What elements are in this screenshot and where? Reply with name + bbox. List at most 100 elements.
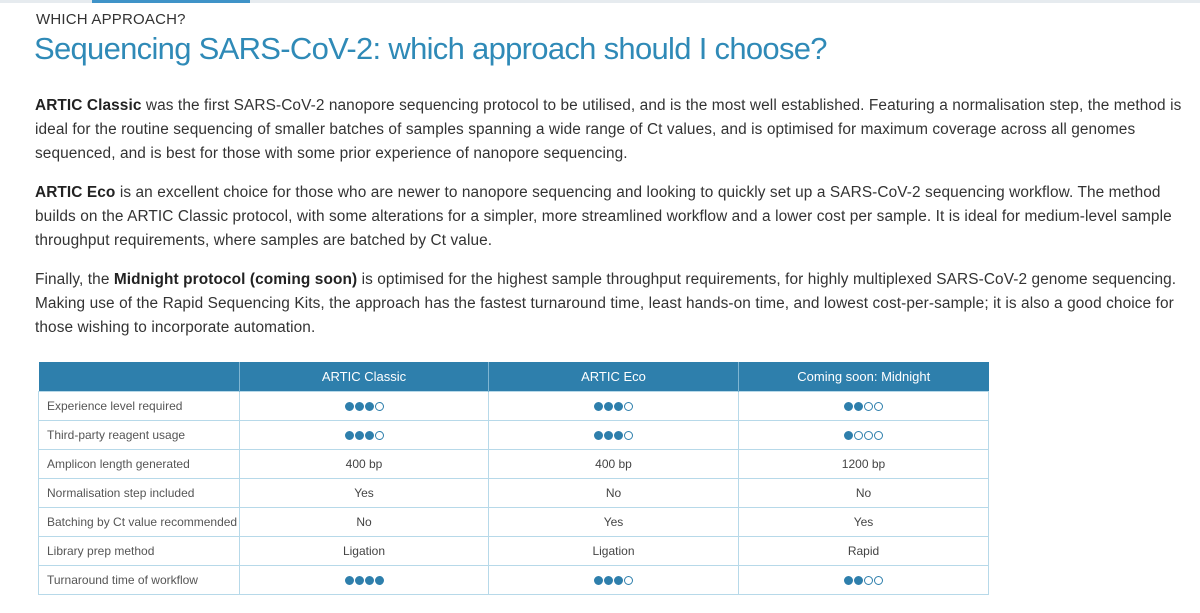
table-row: Experience level required [38,391,989,421]
value-cell: Rapid [738,536,989,566]
rating-dots [594,402,633,412]
rating-cell [488,420,739,450]
rating-dots [844,402,883,412]
filled-dot-icon [844,431,853,441]
paragraph-bold: ARTIC Eco [35,184,116,201]
row-label: Batching by Ct value recommended [38,507,240,537]
filled-dot-icon [354,431,364,441]
value-cell: Yes [488,507,739,537]
rating-dots [844,431,883,441]
rating-cell [239,420,489,450]
table-header-cell: ARTIC Eco [488,362,739,392]
filled-dot-icon [354,576,364,586]
empty-dot-icon [624,576,633,586]
filled-dot-icon [844,402,853,412]
filled-dot-icon [604,402,613,412]
filled-dot-icon [614,402,623,412]
rating-cell [239,565,489,595]
section-eyebrow: WHICH APPROACH? [36,11,186,28]
paragraph-artic-eco: ARTIC Eco is an excellent choice for tho… [35,181,1185,253]
rating-cell [488,565,739,595]
value-cell: 400 bp [488,449,739,479]
rating-cell [738,391,989,421]
paragraph-bold: ARTIC Classic [35,97,142,114]
rating-dots [594,576,633,586]
empty-dot-icon [864,402,873,412]
filled-dot-icon [854,576,863,586]
filled-dot-icon [614,576,623,586]
paragraph-artic-classic: ARTIC Classic was the first SARS-CoV-2 n… [35,94,1185,166]
empty-dot-icon [874,576,883,586]
filled-dot-icon [844,576,853,586]
empty-dot-icon [374,402,384,412]
empty-dot-icon [864,431,873,441]
filled-dot-icon [344,576,354,586]
empty-dot-icon [874,402,883,412]
value-cell: No [738,478,989,508]
filled-dot-icon [594,402,603,412]
filled-dot-icon [594,576,603,586]
paragraph-prefix: Finally, the [35,271,114,288]
comparison-table: ARTIC Classic ARTIC Eco Coming soon: Mid… [38,362,989,595]
row-label: Normalisation step included [38,478,240,508]
value-cell: Yes [239,478,489,508]
table-row: Normalisation step included Yes No No [38,478,989,508]
rating-dots [594,431,633,441]
active-tab-indicator [92,0,250,3]
rating-dots [344,431,384,441]
paragraph-midnight: Finally, the Midnight protocol (coming s… [35,268,1185,340]
filled-dot-icon [364,402,374,412]
row-label: Experience level required [38,391,240,421]
value-cell: Ligation [488,536,739,566]
row-label: Amplicon length generated [38,449,240,479]
table-header-row: ARTIC Classic ARTIC Eco Coming soon: Mid… [38,362,989,392]
filled-dot-icon [614,431,623,441]
paragraph-body: is an excellent choice for those who are… [35,184,1172,249]
value-cell: No [239,507,489,537]
empty-dot-icon [864,576,873,586]
empty-dot-icon [374,431,384,441]
rating-dots [844,576,883,586]
value-cell: 400 bp [239,449,489,479]
table-row: Batching by Ct value recommended No Yes Yes [38,507,989,537]
filled-dot-icon [604,431,613,441]
paragraph-body: was the first SARS-CoV-2 nanopore sequen… [35,97,1182,162]
filled-dot-icon [364,431,374,441]
top-nav-bar [0,0,1200,3]
row-label: Third-party reagent usage [38,420,240,450]
value-cell: Ligation [239,536,489,566]
filled-dot-icon [854,402,863,412]
row-label: Library prep method [38,536,240,566]
table-row: Library prep method Ligation Ligation Rapid [38,536,989,566]
table-header-cell [38,362,240,392]
table-header-cell: Coming soon: Midnight [738,362,989,392]
value-cell: Yes [738,507,989,537]
value-cell: 1200 bp [738,449,989,479]
filled-dot-icon [344,402,354,412]
table-row: Third-party reagent usage [38,420,989,450]
rating-dots [344,576,384,586]
filled-dot-icon [594,431,603,441]
table-body: Experience level required Third-party rea… [38,391,989,595]
table-header-cell: ARTIC Classic [239,362,489,392]
rating-cell [738,420,989,450]
paragraph-body: is optimised for the highest sample thro… [35,271,1177,336]
empty-dot-icon [624,431,633,441]
row-label: Turnaround time of workflow [38,565,240,595]
filled-dot-icon [604,576,613,586]
rating-cell [738,565,989,595]
empty-dot-icon [854,431,863,441]
table-row: Turnaround time of workflow [38,565,989,595]
value-cell: No [488,478,739,508]
empty-dot-icon [624,402,633,412]
filled-dot-icon [374,576,384,586]
rating-cell [239,391,489,421]
filled-dot-icon [364,576,374,586]
paragraph-bold: Midnight protocol (coming soon) [113,271,358,288]
page-title: Sequencing SARS-CoV-2: which approach sh… [34,31,828,66]
table-row: Amplicon length generated 400 bp 400 bp 120… [38,449,989,479]
rating-cell [488,391,739,421]
filled-dot-icon [344,431,354,441]
rating-dots [344,402,384,412]
empty-dot-icon [874,431,883,441]
